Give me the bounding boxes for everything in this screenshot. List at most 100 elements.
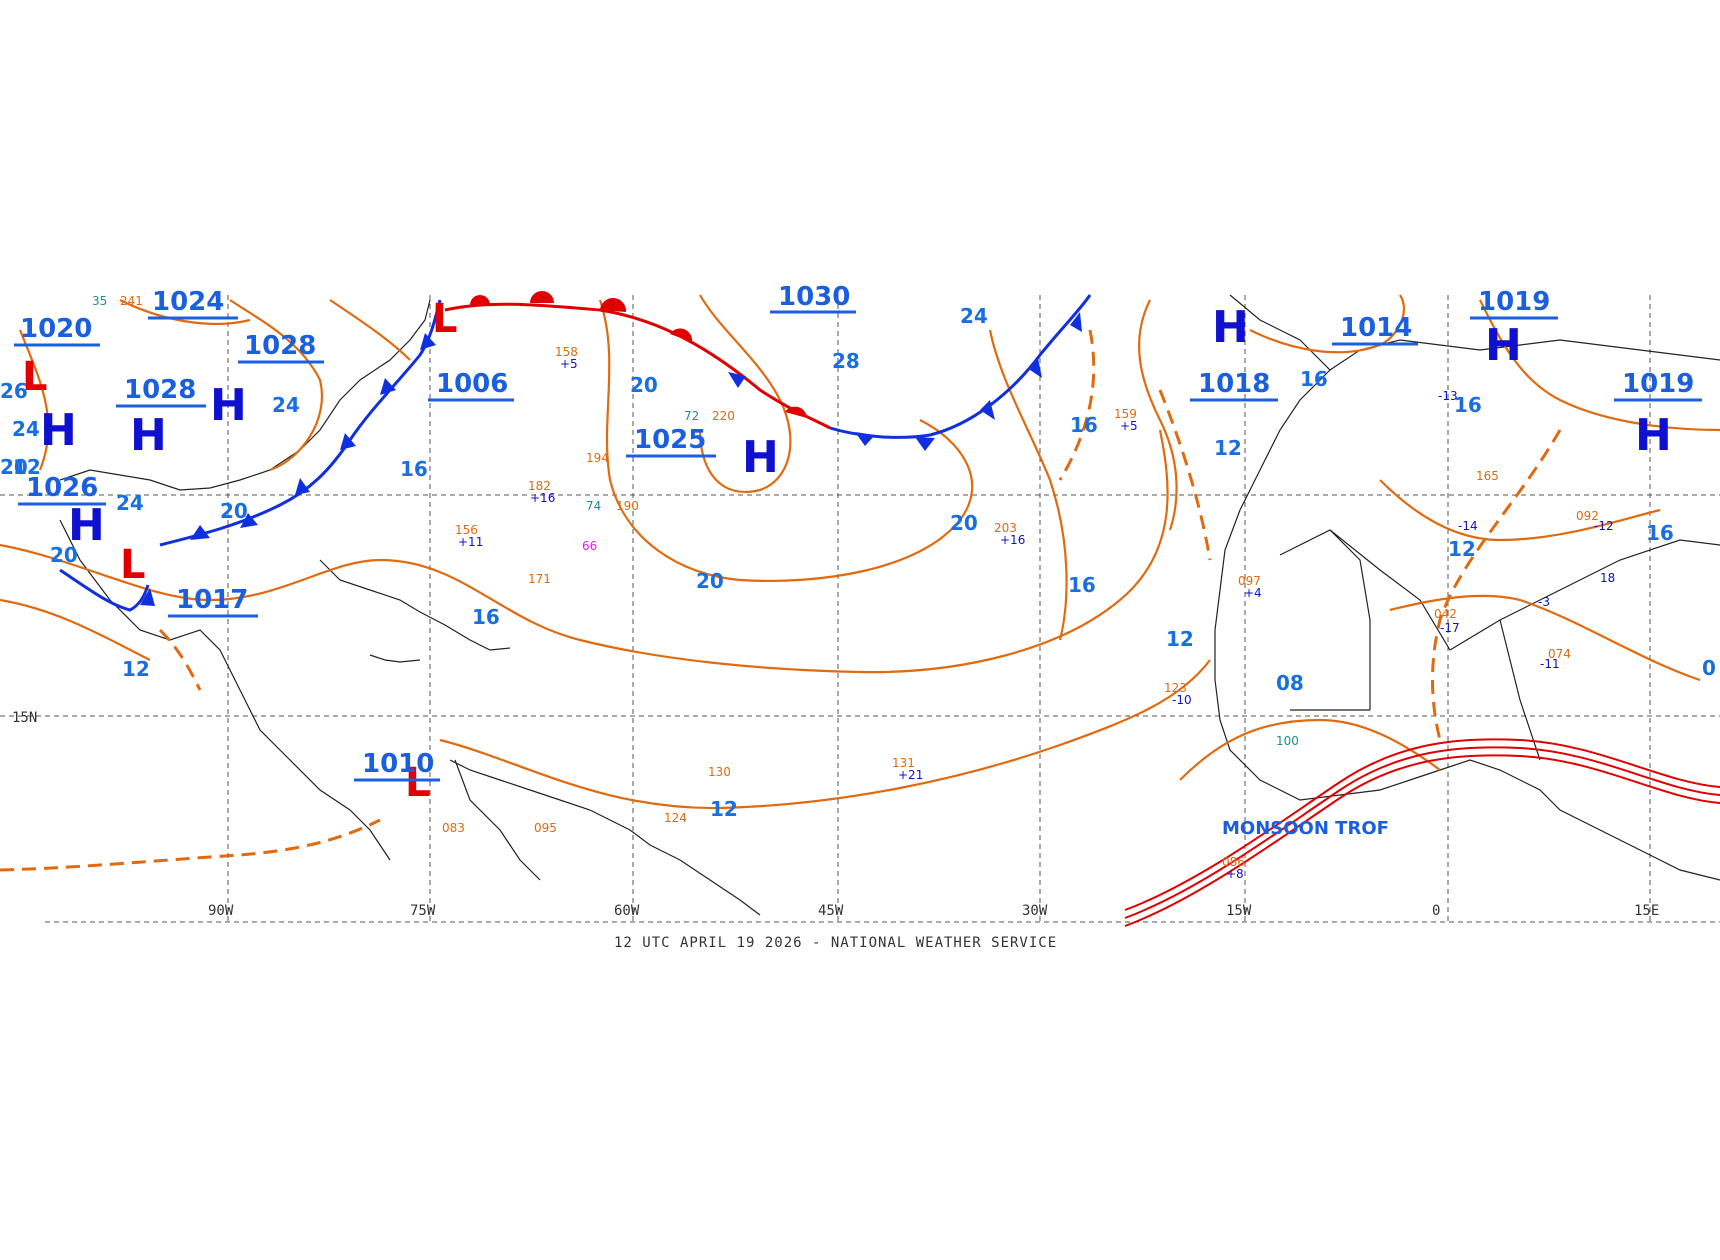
svg-text:15E: 15E (1634, 903, 1659, 919)
svg-text:-14: -14 (1458, 519, 1478, 533)
svg-text:+16: +16 (530, 491, 555, 505)
svg-text:1025: 1025 (634, 425, 706, 455)
svg-text:1020: 1020 (20, 314, 92, 344)
svg-text:15N: 15N (12, 710, 37, 726)
svg-text:042: 042 (1434, 607, 1457, 621)
svg-text:0: 0 (1432, 903, 1440, 919)
svg-text:30W: 30W (1022, 903, 1048, 919)
svg-text:16: 16 (1454, 393, 1482, 417)
high-symbol: H (742, 432, 779, 483)
svg-text:26: 26 (0, 379, 28, 403)
svg-text:12: 12 (1166, 627, 1194, 651)
svg-text:130: 130 (708, 765, 731, 779)
svg-text:20: 20 (50, 543, 78, 567)
high-symbol: H (68, 500, 105, 551)
svg-text:1010: 1010 (362, 749, 434, 779)
isobars (0, 294, 1720, 872)
svg-text:20: 20 (630, 373, 658, 397)
svg-text:16: 16 (1646, 521, 1674, 545)
svg-text:-10: -10 (1172, 693, 1192, 707)
svg-text:097: 097 (1238, 574, 1261, 588)
pressure-center: 1028 (116, 375, 206, 408)
svg-text:220: 220 (712, 409, 735, 423)
svg-text:-12: -12 (1594, 519, 1614, 533)
svg-text:158: 158 (555, 345, 578, 359)
svg-text:-11: -11 (1540, 657, 1560, 671)
pressure-center: 1024 (148, 287, 238, 320)
svg-text:131: 131 (892, 756, 915, 770)
coastlines (59, 294, 1720, 916)
svg-text:08: 08 (1276, 671, 1304, 695)
svg-text:12: 12 (13, 455, 41, 479)
svg-text:190: 190 (616, 499, 639, 513)
high-low-symbols: H H H H H H H H L L L L (22, 296, 1672, 806)
isobar-value-labels: 20 24 28 20 16 12 16 20 24 24 20 16 12 1… (0, 304, 1716, 821)
svg-text:095: 095 (534, 821, 557, 835)
svg-text:20: 20 (220, 499, 248, 523)
svg-text:35: 35 (92, 294, 107, 308)
low-symbol: L (405, 760, 431, 806)
svg-text:083: 083 (442, 821, 465, 835)
svg-text:16: 16 (472, 605, 500, 629)
svg-text:24: 24 (960, 304, 988, 328)
svg-text:0: 0 (1702, 656, 1716, 680)
lat-lon-grid (0, 295, 1720, 923)
svg-text:100: 100 (1276, 734, 1299, 748)
high-symbol: H (210, 380, 247, 431)
axis-labels: 90W 75W 60W 45W 30W 15W 0 15E 15N (12, 710, 1659, 919)
svg-text:1017: 1017 (176, 585, 248, 615)
pressure-center: 1030 (770, 282, 856, 314)
svg-text:+4: +4 (1244, 586, 1262, 600)
svg-text:165: 165 (1476, 469, 1499, 483)
monsoon-trough (1124, 738, 1720, 927)
svg-text:074: 074 (1548, 647, 1571, 661)
svg-text:18: 18 (1600, 571, 1615, 585)
svg-text:1026: 1026 (26, 473, 98, 503)
svg-text:90W: 90W (208, 903, 234, 919)
cold-front-west (159, 299, 442, 547)
pressure-center: 1019 (1614, 369, 1702, 402)
svg-text:16: 16 (1070, 413, 1098, 437)
svg-text:28: 28 (832, 349, 860, 373)
svg-text:1028: 1028 (124, 375, 196, 405)
svg-text:203: 203 (994, 521, 1017, 535)
svg-text:1014: 1014 (1340, 313, 1412, 343)
svg-text:+8: +8 (1226, 867, 1244, 881)
svg-text:1006: 1006 (436, 369, 508, 399)
svg-text:74: 74 (586, 499, 601, 513)
svg-text:1024: 1024 (152, 287, 224, 317)
svg-text:+5: +5 (1120, 419, 1138, 433)
pressure-center: 1018 (1190, 369, 1278, 402)
svg-text:66: 66 (582, 539, 597, 553)
pressure-center: 1014 (1332, 313, 1418, 346)
svg-text:12: 12 (1214, 436, 1242, 460)
svg-text:1018: 1018 (1198, 369, 1270, 399)
svg-text:182: 182 (528, 479, 551, 493)
svg-text:24: 24 (12, 417, 40, 441)
pressure-center: 1026 (18, 473, 106, 506)
svg-text:12: 12 (1448, 537, 1476, 561)
warm-front (444, 291, 831, 430)
svg-text:20: 20 (950, 511, 978, 535)
svg-text:60W: 60W (614, 903, 640, 919)
pressure-center: 1020 (14, 314, 100, 347)
pressure-center: 1028 (238, 331, 324, 364)
low-symbol: L (22, 354, 48, 400)
low-symbol: L (432, 296, 458, 342)
pressure-center-labels: 1024 1020 1028 1028 1006 1026 1017 1025 … (14, 282, 1702, 782)
svg-text:+5: +5 (560, 357, 578, 371)
pressure-center: 1017 (168, 585, 258, 618)
svg-text:1019: 1019 (1622, 369, 1694, 399)
high-symbol: H (1212, 302, 1249, 353)
pressure-center: 1010 (354, 749, 440, 782)
svg-text:+21: +21 (898, 768, 923, 782)
cold-front-south (59, 568, 155, 612)
svg-text:16: 16 (1068, 573, 1096, 597)
high-symbol: H (1485, 320, 1522, 371)
svg-text:75W: 75W (410, 903, 436, 919)
svg-text:+16: +16 (1000, 533, 1025, 547)
svg-text:12: 12 (122, 657, 150, 681)
svg-text:1028: 1028 (244, 331, 316, 361)
svg-text:72: 72 (684, 409, 699, 423)
